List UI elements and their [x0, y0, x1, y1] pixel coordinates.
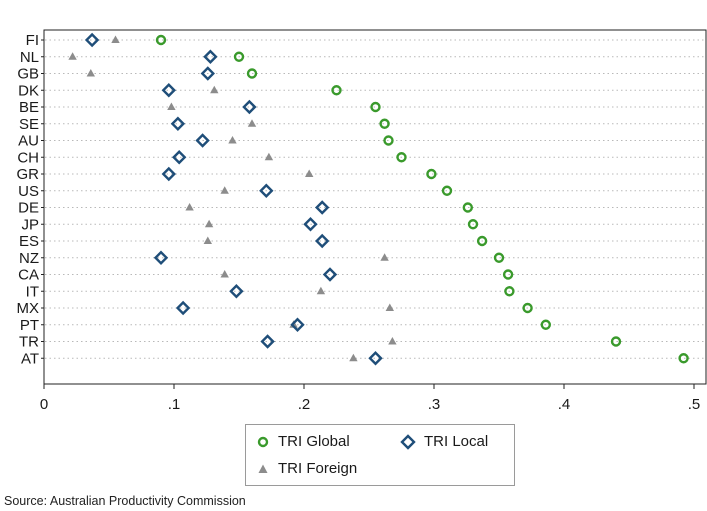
y-tick-label: MX [17, 300, 40, 317]
diamond-marker-icon [400, 433, 416, 450]
tri-global-point [441, 185, 453, 196]
tri-local-point [290, 317, 305, 332]
y-tick-label: FI [26, 32, 39, 49]
legend-item-tri-foreign: TRI Foreign [256, 460, 357, 477]
tri-local-point [161, 83, 176, 98]
y-tick-label: JP [21, 216, 39, 233]
tri-local-point [195, 133, 210, 148]
y-tick-label: DK [18, 82, 39, 99]
tri-local-point [315, 233, 330, 249]
tri-global-point [379, 118, 390, 129]
x-tick-label: 0 [40, 396, 48, 413]
tri-foreign-point [380, 253, 389, 261]
tri-global-point [246, 68, 258, 79]
y-tick-label: BE [19, 99, 39, 116]
tri-local-point [84, 32, 100, 48]
tri-global-point [610, 336, 622, 347]
legend-label-tri-global: TRI Global [278, 433, 350, 450]
tri-global-point [331, 85, 342, 96]
tri-local-point [175, 300, 191, 316]
tri-local-point [153, 250, 169, 265]
tri-foreign-point [349, 353, 358, 362]
tri-local-point [368, 351, 383, 366]
tri-foreign-point [210, 85, 219, 94]
tri-global-point [540, 319, 551, 330]
tri-foreign-point [316, 286, 326, 295]
tri-global-point [476, 235, 488, 247]
tri-local-point [315, 200, 330, 215]
tri-foreign-point [388, 337, 397, 345]
tri-local-point [172, 150, 187, 165]
tri-local-point [322, 267, 338, 282]
y-tick-label: GR [17, 166, 40, 183]
tri-local-point [203, 49, 218, 64]
y-tick-label: AT [21, 350, 39, 367]
tri-global-point [522, 302, 533, 314]
tri-global-point [383, 135, 394, 146]
chart-area: FINLGBDKBESEAUCHGRUSDEJPESNZCAITMXPTTRAT… [17, 29, 707, 413]
tri-foreign-point [247, 119, 257, 127]
tri-global-point [370, 101, 381, 113]
tri-foreign-point [220, 186, 229, 194]
tri-foreign-point [203, 236, 212, 244]
tri-global-point [502, 269, 514, 280]
y-tick-label: DE [18, 200, 39, 217]
tri-global-point [493, 252, 505, 263]
x-tick-label: .4 [558, 396, 571, 413]
y-tick-label: IT [26, 283, 39, 300]
tri-foreign-point [264, 152, 274, 161]
y-tick-label: PT [20, 317, 39, 334]
source-note: Source: Australian Productivity Commissi… [4, 494, 246, 508]
tri-global-point [426, 168, 437, 180]
x-tick-label: .1 [168, 396, 181, 413]
tri-global-point [155, 34, 167, 46]
tri-foreign-point [68, 52, 77, 60]
tri-local-point [161, 166, 176, 182]
tri-foreign-point [111, 35, 120, 43]
tri-foreign-point [204, 219, 214, 228]
y-tick-label: CH [17, 149, 39, 166]
tri-foreign-point [228, 136, 237, 144]
circle-marker-icon [257, 436, 269, 447]
tri-local-point [242, 99, 257, 115]
tri-foreign-point [305, 169, 314, 177]
y-tick-label: NZ [19, 250, 39, 267]
tri-local-point [260, 334, 275, 349]
tri-local-point [200, 66, 215, 81]
tri-local-point [303, 217, 318, 232]
tri-global-point [678, 353, 689, 364]
tri-foreign-point [185, 203, 194, 211]
tri-global-point [233, 51, 245, 62]
y-tick-label: ES [19, 233, 39, 250]
y-tick-label: SE [19, 116, 39, 133]
tri-foreign-point [86, 69, 95, 77]
y-tick-label: NL [20, 49, 39, 66]
tri-global-point [396, 152, 407, 163]
tri-global-point [462, 202, 473, 213]
triangle-marker-icon [258, 464, 268, 473]
tri-foreign-point [385, 303, 394, 311]
legend-label-tri-local: TRI Local [424, 433, 489, 450]
y-tick-label: US [18, 183, 39, 200]
y-tick-label: CA [18, 267, 39, 284]
y-tick-label: TR [19, 334, 39, 351]
x-tick-label: .2 [298, 396, 311, 413]
plot-frame [43, 29, 707, 385]
legend-item-tri-local: TRI Local [400, 433, 488, 450]
y-tick-label: GB [17, 66, 39, 83]
legend-label-tri-foreign: TRI Foreign [278, 460, 358, 477]
y-tick-label: AU [18, 133, 39, 150]
x-tick-label: .5 [688, 396, 701, 413]
legend-item-tri-global: TRI Global [256, 433, 350, 450]
chart-legend: TRI Global TRI Local TRI Foreign [245, 424, 515, 486]
tri-local-point [229, 284, 244, 299]
tri-global-point [467, 219, 479, 230]
tri-foreign-point [220, 270, 229, 278]
tri-local-point [170, 116, 186, 131]
tri-global-point [504, 286, 515, 297]
tri-local-point [259, 183, 274, 198]
x-tick-label: .3 [428, 396, 441, 413]
tri-foreign-point [167, 102, 176, 110]
